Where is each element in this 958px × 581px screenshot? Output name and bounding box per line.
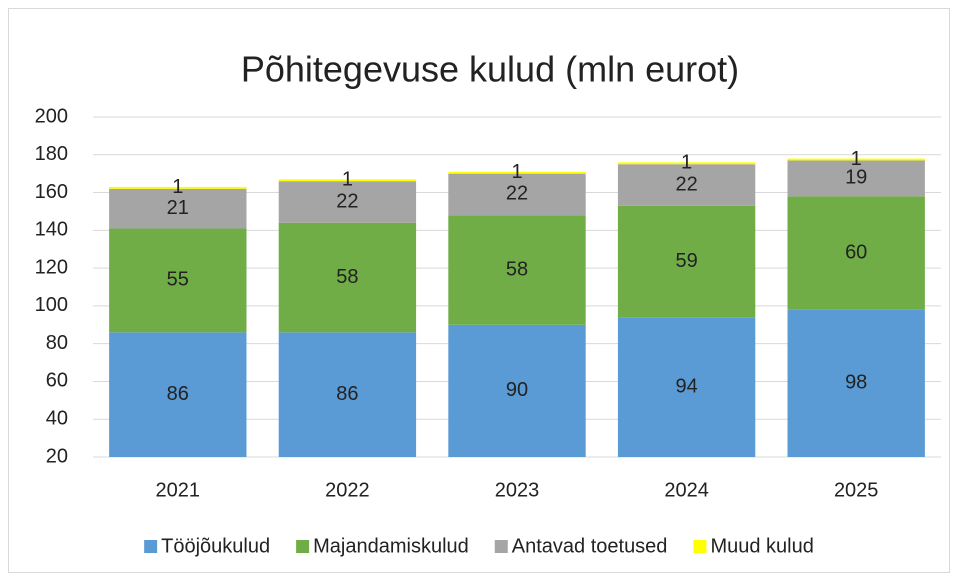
bar-segment	[448, 324, 586, 457]
legend-swatch	[494, 540, 508, 553]
data-label: 19	[845, 167, 867, 189]
bar-segment	[617, 205, 756, 318]
bar-segment	[787, 158, 925, 161]
legend-label: Antavad toetused	[512, 535, 668, 557]
data-label: 22	[675, 173, 697, 195]
data-label: 55	[167, 269, 189, 291]
x-tick-label: 2024	[664, 479, 709, 501]
y-tick-label: 120	[35, 256, 68, 278]
bar-segment	[448, 171, 586, 174]
data-label: 94	[675, 375, 697, 397]
data-label: 1	[342, 169, 353, 191]
data-label: 1	[511, 161, 522, 183]
bar-segment	[617, 162, 756, 165]
x-tick-label: 2022	[325, 479, 370, 501]
bar-segment	[278, 222, 417, 333]
data-label: 21	[167, 197, 189, 219]
x-tick-label: 2021	[156, 479, 201, 501]
legend-swatch	[296, 540, 310, 553]
y-tick-label: 20	[46, 445, 68, 467]
bar-segment	[617, 164, 756, 206]
y-tick-label: 100	[35, 294, 68, 316]
legend-label: Muud kulud	[710, 535, 813, 557]
bar-segment	[109, 332, 247, 457]
chart-title: Põhitegevuse kulud (mln eurot)	[241, 49, 739, 90]
bar-segment	[787, 309, 925, 457]
data-label: 86	[167, 383, 189, 405]
y-tick-label: 40	[46, 408, 68, 430]
x-tick-label: 2025	[834, 479, 879, 501]
y-tick-label: 160	[35, 181, 68, 203]
data-label: 22	[336, 190, 358, 212]
data-label: 22	[506, 183, 528, 205]
bar-segment	[109, 228, 247, 333]
bar-segment	[278, 181, 417, 223]
data-label: 86	[336, 383, 358, 405]
bar-segment	[448, 173, 586, 216]
bar-segment	[278, 179, 417, 182]
y-tick-label: 180	[35, 143, 68, 165]
x-tick-label: 2023	[495, 479, 540, 501]
bar-segment	[787, 196, 925, 310]
bar-segment	[278, 332, 417, 457]
data-label: 1	[172, 176, 183, 198]
data-label: 1	[681, 152, 692, 174]
legend-label: Majandamiskulud	[313, 535, 469, 557]
legend: Tööjõukulud Majandamiskulud Antavad toetus…	[144, 535, 814, 557]
data-label: 59	[675, 250, 697, 272]
data-label: 1	[851, 148, 862, 170]
bar-segment	[109, 186, 247, 189]
data-label: 98	[845, 372, 867, 394]
data-label: 58	[506, 258, 528, 280]
legend-swatch	[693, 540, 707, 553]
y-tick-label: 60	[46, 370, 68, 392]
bar-segment	[787, 160, 925, 197]
bar-segment	[448, 215, 586, 325]
bar-segment	[109, 188, 247, 229]
y-tick-label: 80	[46, 332, 68, 354]
legend-swatch	[144, 540, 158, 553]
legend-label: Tööjõukulud	[161, 535, 270, 557]
y-tick-label: 140	[35, 219, 68, 241]
data-label: 58	[336, 266, 358, 288]
data-label: 60	[845, 241, 867, 263]
bar-segment	[617, 317, 756, 457]
data-label: 90	[506, 379, 528, 401]
y-tick-label: 200	[35, 105, 68, 127]
